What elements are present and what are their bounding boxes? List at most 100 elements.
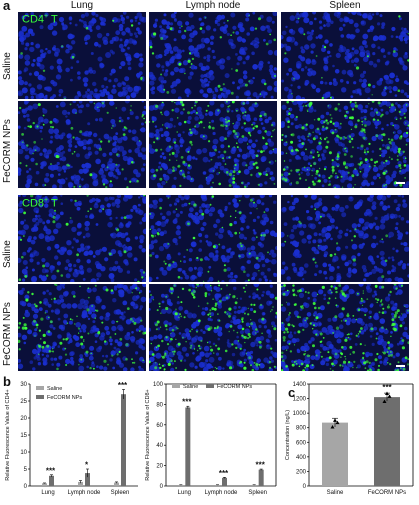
- micrograph-cd4-saline-lymph-node: [149, 12, 277, 99]
- data-point-triangle: [330, 424, 335, 429]
- micrograph-cd4-saline-spleen: [281, 12, 409, 99]
- bar-saline-lymph-node: [215, 484, 220, 486]
- y-tick-label: 400: [296, 455, 307, 461]
- chart-b1-cd4: 0 5 10 15 20 25 30 Relative Fluorescence Value …: [0, 376, 142, 500]
- legend-swatch: [36, 386, 44, 390]
- bar-fecorm-nps-spleen: [121, 394, 126, 486]
- panel-a-letter: a: [3, 0, 11, 13]
- chart-c-svg: 0 200 400 600 800 1000 1200 1400 Concentration (…: [285, 382, 414, 496]
- micrograph-cd8-fecorm-lymph-node: [149, 284, 277, 371]
- row-label-cd8-fecorm: FeCORM NPs: [2, 302, 13, 366]
- bar-saline-lung: [178, 484, 184, 486]
- chart-b1-svg: 0 5 10 15 20 25 30 Relative Fluorescence Value …: [5, 381, 138, 496]
- micrograph-cd4-fecorm-lymph-node: [149, 101, 277, 188]
- legend-label: FeCORM NPs: [47, 395, 82, 401]
- x-tick-label: FeCORM NPs: [368, 490, 406, 496]
- micrograph-cd4-fecorm-lung: [18, 101, 146, 188]
- significance-marker: ***: [46, 466, 56, 475]
- bar-fecorm-nps-spleen: [258, 469, 264, 486]
- significance-marker: ***: [219, 469, 229, 478]
- bar-saline-lung: [42, 483, 47, 486]
- cd8-marker-sup: +: [44, 197, 49, 204]
- x-tick-label: Spleen: [248, 490, 267, 496]
- micrograph-cd8-fecorm-lung: [18, 284, 146, 371]
- y-tick-label: 1400: [293, 382, 307, 388]
- bar-saline: [322, 422, 348, 486]
- bar-fecorm-nps-lymph-node: [85, 473, 90, 486]
- y-tick-label: 0: [303, 484, 307, 490]
- micrograph-cd8-saline-lung: [18, 195, 146, 282]
- legend-label: Saline: [183, 384, 198, 390]
- cd4-marker-label: CD4+ T: [22, 13, 58, 26]
- y-tick-label: 60: [156, 423, 163, 429]
- data-point-triangle: [335, 420, 340, 425]
- y-tick-label: 25: [20, 399, 27, 405]
- panel-c-letter: c: [288, 385, 296, 400]
- significance-marker: *: [85, 461, 89, 470]
- y-tick-label: 15: [20, 433, 27, 439]
- micrograph-cd8-fecorm-spleen: [281, 284, 409, 371]
- significance-marker: ***: [382, 383, 392, 392]
- bar-fecorm-nps-lung: [49, 475, 54, 486]
- legend-swatch: [36, 395, 44, 399]
- x-tick-label: Lung: [41, 490, 54, 496]
- y-axis-label: Concentration (ng/L): [285, 410, 291, 460]
- x-tick-label: Lymph node: [68, 490, 101, 496]
- x-tick-label: Spleen: [111, 490, 130, 496]
- chart-c-concentration: 0 200 400 600 800 1000 1200 1400 Concentration (…: [281, 376, 419, 500]
- row-label-cd8-saline: Saline: [2, 240, 13, 268]
- scale-bar-cd8: [396, 365, 405, 367]
- legend-swatch: [172, 384, 180, 388]
- cd4-marker-sup: +: [44, 13, 49, 20]
- data-point-triangle: [387, 394, 392, 398]
- column-header-lung: Lung: [70, 0, 94, 11]
- y-tick-label: 10: [20, 450, 27, 456]
- y-tick-label: 200: [296, 469, 307, 475]
- y-axis-label: Relative Fluorescence Value of CD4+: [5, 389, 11, 480]
- y-tick-label: 800: [296, 426, 307, 432]
- y-tick-label: 30: [20, 382, 27, 388]
- x-tick-label: Lymph node: [205, 490, 238, 496]
- bar-saline-lymph-node: [78, 481, 83, 486]
- panel-b-letter: b: [3, 374, 11, 389]
- data-point-triangle: [385, 391, 389, 395]
- y-tick-label: 1200: [293, 397, 307, 403]
- y-tick-label: 1000: [293, 411, 307, 417]
- row-label-cd4-fecorm: FeCORM NPs: [2, 119, 13, 183]
- x-tick-label: Lung: [178, 490, 191, 496]
- data-point-triangle: [382, 399, 387, 403]
- cd8-marker-tail: T: [48, 197, 58, 210]
- cd4-marker-tail: T: [48, 13, 58, 26]
- y-tick-label: 100: [153, 382, 164, 388]
- legend-label: FeCORM NPs: [217, 384, 252, 390]
- micrograph-cd8-saline-spleen: [281, 195, 409, 282]
- column-header-lymph-node: Lymph node: [185, 0, 241, 11]
- bar-fecorm-nps: [374, 397, 400, 486]
- y-tick-label: 80: [156, 402, 163, 408]
- y-axis-label: Relative Fluorescence Value of CD8+: [145, 389, 151, 480]
- micrograph-cd4-fecorm-spleen: [281, 101, 409, 188]
- micrograph-cd4-saline-lung: [18, 12, 146, 99]
- legend-swatch: [206, 384, 214, 388]
- row-label-cd4-saline: Saline: [2, 52, 13, 80]
- data-point-triangle: [333, 418, 337, 422]
- y-tick-label: 0: [24, 484, 28, 490]
- significance-marker: ***: [118, 381, 128, 390]
- legend-label: Saline: [47, 386, 62, 392]
- micrograph-cd8-saline-lymph-node: [149, 195, 277, 282]
- significance-marker: ***: [182, 398, 192, 407]
- y-tick-label: 40: [156, 443, 163, 449]
- significance-marker: ***: [255, 461, 265, 470]
- bar-saline-spleen: [251, 484, 257, 486]
- bar-fecorm-nps-lymph-node: [222, 477, 227, 486]
- cd8-marker-main: CD8: [22, 197, 45, 210]
- scale-bar-cd4: [396, 182, 405, 184]
- cd4-marker-main: CD4: [22, 13, 45, 26]
- y-tick-label: 20: [156, 464, 163, 470]
- bar-saline-spleen: [114, 482, 119, 486]
- chart-b2-cd8: 0 20 40 60 80 100 Relative Fluorescence Value …: [142, 376, 281, 500]
- y-tick-label: 20: [20, 416, 27, 422]
- y-tick-label: 5: [24, 467, 28, 473]
- y-tick-label: 0: [160, 484, 164, 490]
